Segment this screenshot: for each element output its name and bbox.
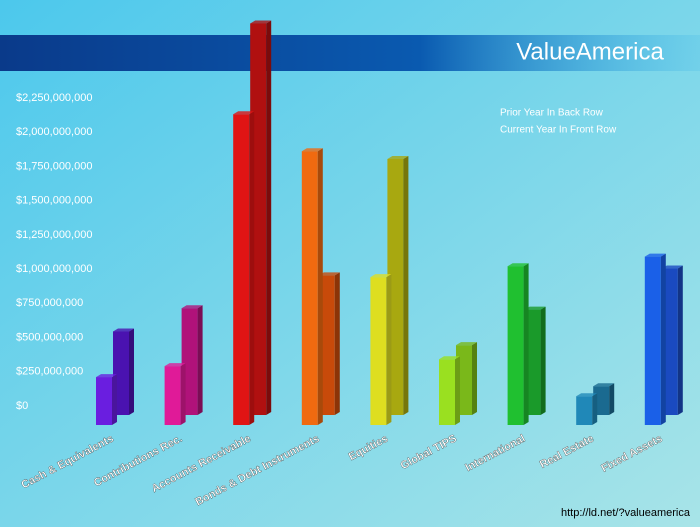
bar-top [318, 272, 340, 276]
y-tick-label: $1,750,000,000 [16, 160, 92, 172]
bar-top [661, 265, 683, 269]
url: http://ld.net/?valueamerica [561, 507, 691, 519]
legend-entry: Current Year In Front Row [500, 125, 617, 136]
bar-side [609, 383, 615, 415]
bar-side [266, 20, 272, 416]
bar-side [386, 274, 392, 425]
bar [644, 256, 661, 425]
bar-side [249, 111, 255, 426]
bar-side [403, 156, 409, 415]
bar [507, 266, 524, 425]
bar-top [593, 383, 615, 387]
y-tick-label: $500,000,000 [16, 331, 83, 343]
bar-top [164, 363, 186, 367]
bar-side [455, 356, 460, 425]
y-tick-label: $0 [16, 400, 28, 412]
bar-top [456, 342, 477, 346]
bar [439, 359, 455, 425]
bar-side [180, 363, 186, 425]
bar-top [181, 305, 203, 309]
bar-side [660, 253, 666, 425]
bar [576, 396, 593, 425]
bar-top [644, 253, 666, 257]
bar-top [250, 20, 272, 24]
bar-side [334, 272, 340, 415]
bar [370, 277, 387, 425]
bar-top [301, 148, 323, 152]
bar-top [96, 374, 117, 378]
bar-top [113, 328, 134, 332]
y-tick-label: $1,000,000,000 [16, 263, 92, 275]
bar-top [507, 263, 529, 267]
y-tick-label: $2,000,000,000 [16, 126, 92, 138]
bar-top [576, 393, 598, 397]
bar-side [317, 148, 323, 425]
bar-side [112, 374, 117, 425]
banner [0, 35, 700, 71]
bar [233, 114, 250, 426]
bar-top [370, 274, 392, 278]
bar [164, 366, 181, 425]
bar-side [540, 306, 546, 415]
bar-side [523, 263, 529, 425]
brand-logo: ValueAmerica [516, 38, 664, 65]
bar [96, 377, 112, 425]
y-tick-label: $1,250,000,000 [16, 229, 92, 241]
bar-side [129, 328, 134, 415]
y-tick-label: $750,000,000 [16, 297, 83, 309]
bar-side [197, 305, 203, 415]
bar-top [233, 111, 255, 115]
bar-top [387, 156, 409, 160]
bar-top [524, 306, 546, 310]
y-tick-label: $1,500,000,000 [16, 195, 92, 207]
bar-side [472, 342, 477, 415]
bar-side [677, 265, 683, 415]
legend-entry: Prior Year In Back Row [500, 108, 604, 119]
y-tick-label: $2,250,000,000 [16, 92, 92, 104]
bar [301, 151, 318, 425]
y-tick-label: $250,000,000 [16, 366, 83, 378]
bar-side [592, 393, 598, 425]
bar-top [439, 356, 460, 360]
